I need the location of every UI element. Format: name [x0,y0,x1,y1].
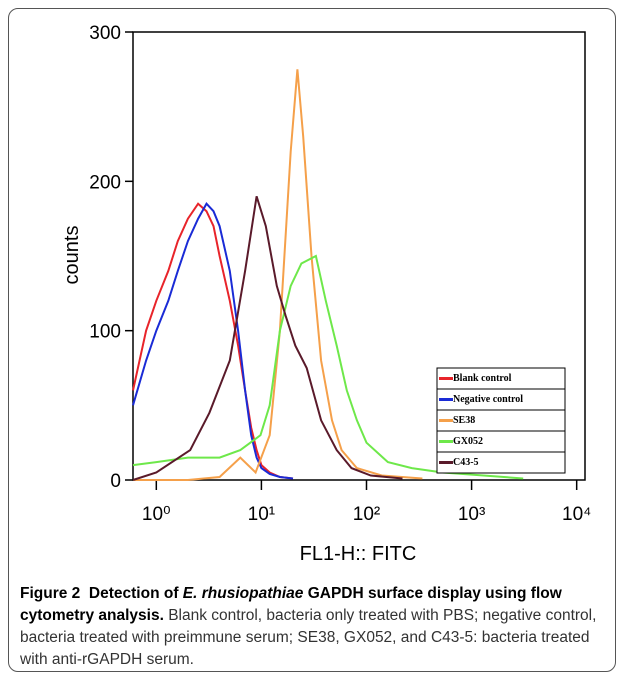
series-line [132,202,294,480]
y-tick-label: 200 [89,172,121,193]
series-line [133,69,423,481]
x-axis-title: FL1-H:: FITC [300,543,417,565]
x-tick-label: 10⁴ [562,504,591,525]
caption-species: E. rhusiopathiae [182,585,304,602]
caption: Figure 2 Detection of E. rhusiopathiae G… [20,583,612,671]
legend-label: Blank control [453,373,512,384]
caption-title: Detection of [88,585,183,602]
x-tick-label: 10⁰ [142,504,171,525]
x-tick-label: 10³ [458,504,485,525]
caption-label: Figure 2 [20,585,81,602]
legend-label: Negative control [453,394,523,405]
plot-frame [132,31,586,481]
y-tick-label: 0 [110,471,121,492]
y-tick-label: 300 [89,23,121,44]
series-line [132,254,524,480]
y-tick-label: 100 [89,322,121,343]
x-tick-label: 10² [353,504,380,525]
figure-frame [8,8,616,672]
legend-label: GX052 [453,436,483,447]
x-tick-label: 10¹ [248,504,275,525]
caption-title-end: GAPDH surface display using flow cytomet… [20,585,562,624]
legend-label: C43-5 [453,457,479,468]
legend: Blank control Negative control SE38 GX052 C4… [436,367,566,474]
caption-text: Blank control, bacteria only treated wit… [20,607,597,668]
legend-label: SE38 [453,415,475,426]
series-line [132,202,294,480]
y-axis-title: counts [61,226,83,285]
legend-box [436,367,566,474]
series-line [132,196,403,481]
